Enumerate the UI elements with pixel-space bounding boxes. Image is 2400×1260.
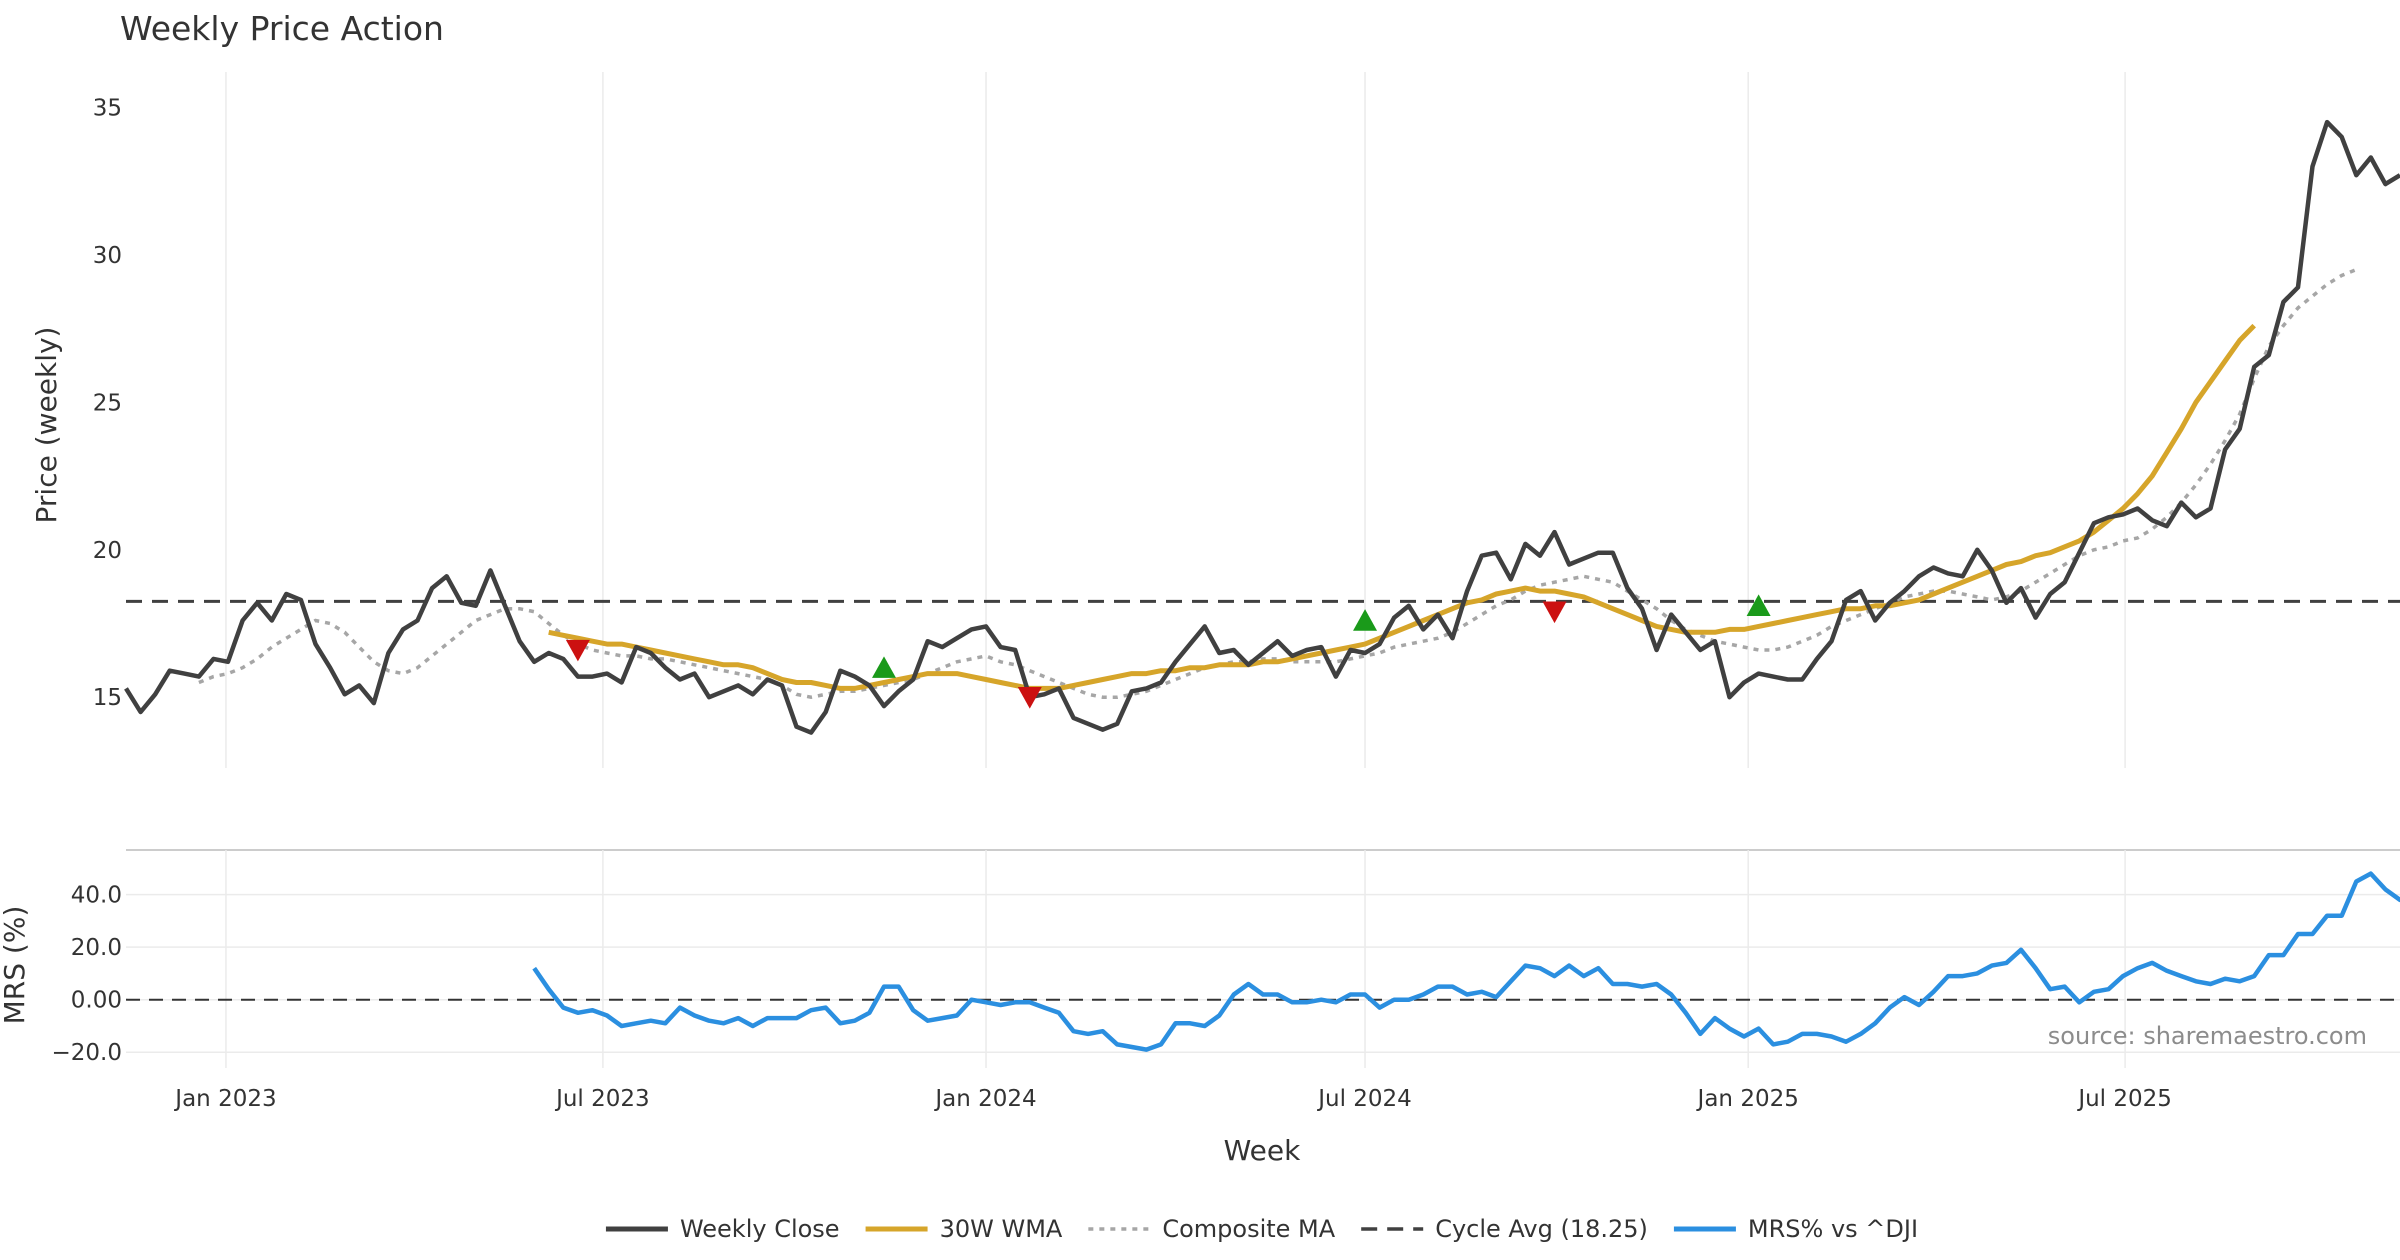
series-line-mrs xyxy=(532,871,2400,1052)
x-tick-label: Jan 2024 xyxy=(933,1086,1036,1112)
x-axis-title: Week xyxy=(1224,1134,1301,1167)
buy-signal-marker xyxy=(872,656,896,678)
chart-title: Weekly Price Action xyxy=(120,9,444,48)
mrs-y-axis-title: MRS (%) xyxy=(0,906,31,1025)
series-line-composite-ma xyxy=(198,267,2357,699)
x-tick-label: Jan 2025 xyxy=(1696,1086,1799,1112)
mrs-y-tick-label: 20.0 xyxy=(71,935,122,961)
price-y-tick-label: 30 xyxy=(93,243,122,269)
x-tick-label: Jul 2023 xyxy=(554,1086,650,1112)
signal-markers xyxy=(565,594,1771,709)
sell-signal-marker xyxy=(565,639,590,662)
x-tick-label: Jan 2023 xyxy=(173,1086,276,1112)
source-note: source: sharemaestro.com xyxy=(2048,1022,2367,1050)
legend-item: Cycle Avg (18.25) xyxy=(1361,1215,1648,1243)
legend-item: 30W WMA xyxy=(865,1215,1063,1243)
legend: Weekly Close 30W WMA Composite MA Cycle Avg… xyxy=(605,1215,1918,1243)
legend-label: Cycle Avg (18.25) xyxy=(1435,1215,1648,1243)
legend-label: Weekly Close xyxy=(680,1215,840,1243)
x-axis-ticks: Jan 2023 Jul 2023 Jan 2024 Jul 2024 Jan 2025… xyxy=(173,1086,2172,1112)
legend-label: MRS% vs ^DJI xyxy=(1748,1215,1918,1243)
price-y-tick-label: 35 xyxy=(93,95,122,121)
mrs-y-tick-label: −20.0 xyxy=(52,1040,122,1066)
price-y-tick-label: 15 xyxy=(93,685,122,711)
legend-label: Composite MA xyxy=(1162,1215,1335,1243)
price-series-group xyxy=(124,119,2400,735)
price-y-tick-label: 20 xyxy=(93,538,122,564)
legend-label: 30W WMA xyxy=(940,1215,1063,1243)
buy-signal-marker xyxy=(1353,609,1378,631)
x-tick-label: Jul 2024 xyxy=(1316,1086,1412,1112)
mrs-y-tick-label: 40.0 xyxy=(71,883,122,909)
series-line-weekly-close xyxy=(124,119,2400,735)
legend-item: Weekly Close xyxy=(605,1215,840,1243)
x-tick-label: Jul 2025 xyxy=(2076,1086,2172,1112)
sell-signal-marker xyxy=(1542,601,1567,624)
legend-item: MRS% vs ^DJI xyxy=(1673,1215,1918,1243)
mrs-y-ticks: 40.0 20.0 0.00 −20.0 xyxy=(52,883,122,1067)
price-gridlines xyxy=(225,72,2126,768)
mrs-y-tick-label: 0.00 xyxy=(71,988,122,1014)
series-line-30w-wma xyxy=(548,323,2256,691)
legend-item: Composite MA xyxy=(1088,1215,1336,1243)
price-y-ticks: 15 20 25 30 35 xyxy=(93,95,122,711)
buy-signal-marker xyxy=(1746,594,1771,616)
price-y-axis-title: Price (weekly) xyxy=(30,327,63,524)
sell-signal-marker xyxy=(1017,687,1042,709)
price-y-tick-label: 25 xyxy=(93,390,122,416)
